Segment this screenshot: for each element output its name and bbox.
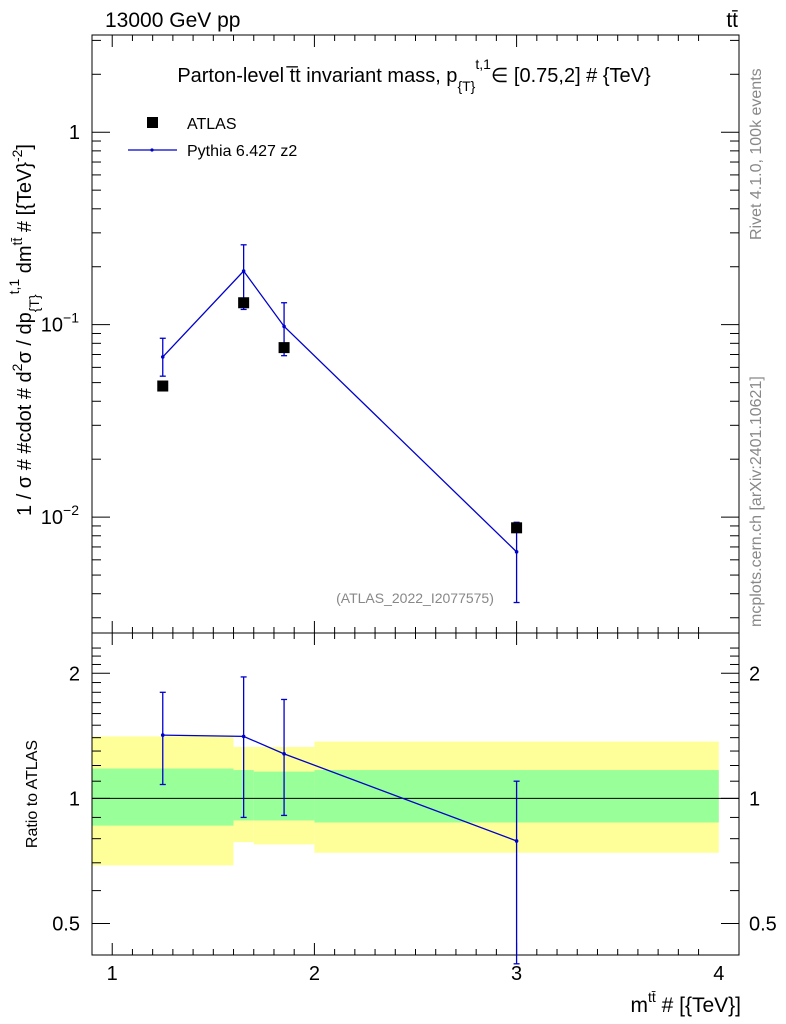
x-tick-label: 3 [511,963,522,985]
x-tick-label: 4 [713,963,724,985]
main-title-tail: ∈ [0.75,2] # {TeV} [491,65,651,87]
y-label-part4: # [{TeV} [14,162,36,238]
rivet-label: Rivet 4.1.0, 100k events [748,68,765,240]
ratio-panel: 1 2 3 4 0.5 0.5 1 1 2 2 Ratio to ATLAS mtt̄ # [{T… [24,632,777,1017]
atlas-point [238,297,250,309]
main-title-sub: {T} [457,78,475,94]
ratio-axis-ticks: 1 2 3 4 0.5 0.5 1 1 2 2 [52,633,777,985]
x-label-sup: tt̄ [648,989,656,1005]
x-axis-label: mtt̄ # [{TeV}] [630,989,741,1017]
legend-pythia-label: Pythia 6.427 z2 [187,143,297,160]
pythia-point [241,269,246,273]
x-label-part1: m [630,994,648,1017]
legend-atlas-label: ATLAS [187,116,237,133]
pythia-line [162,270,518,553]
y-label-sup4: -2 [9,149,25,162]
ratio-y-tick-label-right: 2 [749,663,760,685]
main-series [157,244,523,604]
atlas-point [278,342,290,354]
y-label-sup3: tt̄ [9,238,25,246]
y-tick-label: 10−2 [41,502,79,529]
main-title: Parton-level t̅t invariant mass, p{T}t,1… [177,56,651,94]
legend-pythia-marker [150,148,154,152]
atlas-point [511,522,523,534]
pythia-point [514,550,519,554]
main-title-sup: t,1 [475,56,491,72]
atlas-point [157,380,169,392]
ratio-pythia-point [282,752,286,756]
pythia-point [160,355,165,359]
y-label-part5: ] [14,144,36,150]
ratio-y-tick-label: 2 [69,663,80,685]
y-axis-label: 1 / σ # #cdot # d2σ / dp{T}t,1 dmtt̄ # [… [6,144,42,516]
ratio-y-label: Ratio to ATLAS [24,740,41,848]
ratio-pythia-line [162,734,517,842]
y-label-sub1: {T} [26,294,42,312]
x-tick-label: 1 [107,963,118,985]
y-label-part1: 1 / σ # #cdot # d [14,371,36,516]
ratio-y-tick-label: 1 [69,788,80,810]
x-tick-label: 2 [309,963,320,985]
ratio-pythia-point [160,733,165,737]
ratio-series [159,676,520,965]
y-label-sup2: t,1 [6,279,22,295]
y-label-sup1: 2 [9,363,25,371]
process-label: tt̄ [726,9,738,32]
main-panel: 1 10−1 10−2 Parton-level t̅t invariant mas… [6,34,740,634]
ratio-bands [92,736,739,866]
energy-label: 13000 GeV pp [105,9,240,32]
main-axis-ticks: 1 10−1 10−2 [41,35,739,633]
main-title-text: Parton-level t̅t invariant mass, p [177,65,457,87]
ratio-pythia-point [241,734,246,739]
x-label-part2: # [{TeV}] [656,994,741,1017]
legend: ATLAS Pythia 6.427 z2 [128,116,297,160]
y-label-part2: σ / dp [14,312,36,363]
y-label-part3: dm [14,245,36,278]
legend-atlas-marker [147,117,158,128]
mcplots-label: mcplots.cern.ch [arXiv:2401.10621] [748,376,765,627]
ratio-pythia-point [514,839,519,843]
y-tick-label: 1 [69,122,80,144]
ratio-y-tick-label: 0.5 [52,914,80,936]
ratio-y-tick-label-right: 0.5 [749,914,777,936]
y-tick-label: 10−1 [41,310,79,337]
ratio-y-tick-label-right: 1 [749,788,760,810]
pythia-point [282,324,286,329]
analysis-watermark: (ATLAS_2022_I2077575) [336,590,494,606]
